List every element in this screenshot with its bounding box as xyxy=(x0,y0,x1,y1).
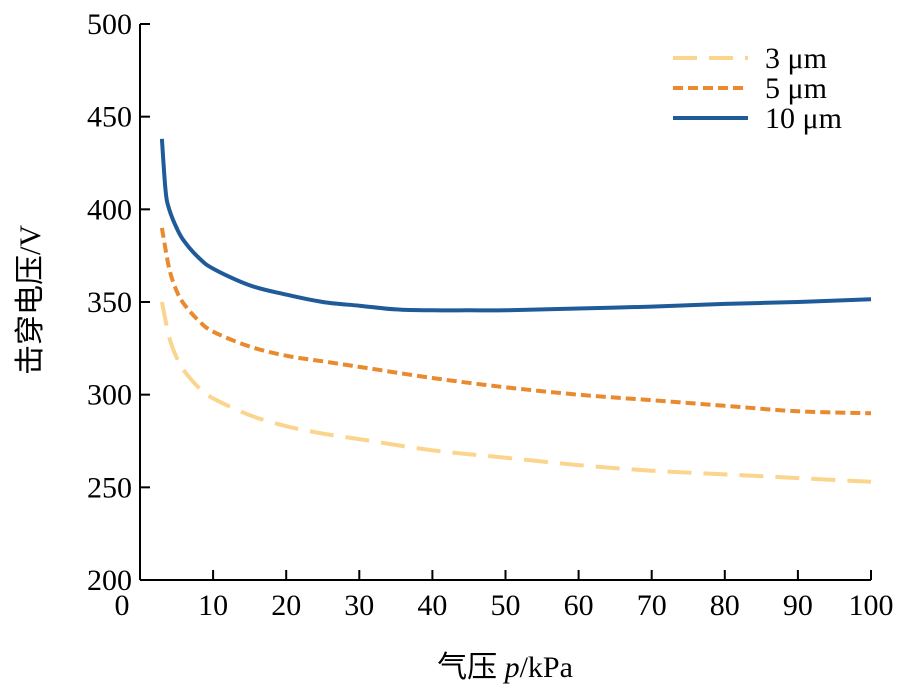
axes: 0 10 20 30 40 50 60 70 80 90 100 200 250 300 350 400 450… xyxy=(87,8,894,622)
x-tick-label: 80 xyxy=(710,589,740,622)
x-tick-label: 100 xyxy=(849,589,894,622)
series-line xyxy=(159,227,872,416)
x-tick-label: 50 xyxy=(491,589,521,622)
series-line xyxy=(159,301,872,484)
y-tick-label: 350 xyxy=(87,286,132,319)
x-tick-label: 30 xyxy=(344,589,374,622)
y-tick-label: 300 xyxy=(87,379,132,412)
x-axis-title: 气压 p/kPa xyxy=(437,651,573,684)
series-line xyxy=(159,138,872,313)
y-tick-label: 450 xyxy=(87,101,132,134)
x-tick-label: 90 xyxy=(783,589,813,622)
y-tick-label: 200 xyxy=(87,564,132,597)
y-tick-label: 400 xyxy=(87,193,132,226)
series-layer xyxy=(159,138,872,484)
y-tick-label: 500 xyxy=(87,8,132,41)
x-tick-label: 20 xyxy=(271,589,301,622)
y-axis-title: 击穿电压/V xyxy=(14,225,47,375)
legend-label: 3 μm xyxy=(765,42,827,75)
legend-label: 5 μm xyxy=(765,72,827,105)
x-tick-label: 70 xyxy=(637,589,667,622)
x-tick-label: 40 xyxy=(417,589,447,622)
x-tick-label: 60 xyxy=(564,589,594,622)
x-tick-label: 10 xyxy=(198,589,228,622)
x-tick-label: 0 xyxy=(115,589,130,622)
y-tick-label: 250 xyxy=(87,471,132,504)
legend-label: 10 μm xyxy=(765,102,842,135)
